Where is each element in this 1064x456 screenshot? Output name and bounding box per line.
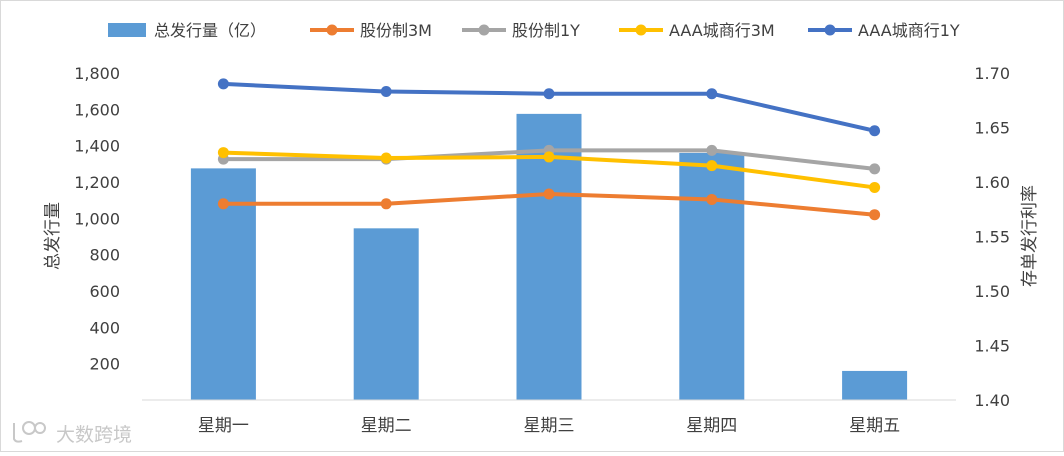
data-point: [380, 198, 392, 210]
left-axis-ticks: 200 400 600 800 1,000 1,200 1,400 1,600 1,800: [74, 64, 120, 374]
x-tick-label: 星期二: [361, 416, 412, 436]
line-series-4: [217, 78, 881, 137]
data-point: [543, 188, 555, 200]
data-point: [869, 163, 881, 175]
bar-5: [842, 370, 908, 400]
line-series-3: [217, 147, 881, 193]
data-point: [706, 144, 718, 156]
x-tick-label: 星期五: [849, 416, 900, 436]
right-tick-label: 1.65: [974, 119, 1010, 138]
data-point: [706, 193, 718, 205]
left-tick-label: 800: [89, 246, 120, 265]
right-tick-label: 1.50: [974, 282, 1010, 301]
legend: 总发行量（亿） 股份制3M 股份制1Y AAA城商行3M AAA城商行1Y: [108, 21, 960, 40]
data-point: [543, 151, 555, 163]
legend-item-5: AAA城商行1Y: [808, 21, 960, 40]
left-tick-label: 1,600: [74, 100, 120, 119]
left-tick-label: 600: [89, 282, 120, 301]
right-tick-label: 1.70: [974, 64, 1010, 83]
data-point: [869, 209, 881, 221]
bar-4: [679, 152, 745, 400]
legend-marker: [326, 24, 338, 36]
right-tick-label: 1.60: [974, 173, 1010, 192]
line-series-1: [217, 188, 881, 221]
bar-series: [190, 113, 908, 400]
data-point: [380, 152, 392, 164]
legend-marker: [824, 24, 836, 36]
left-tick-label: 400: [89, 318, 120, 337]
legend-item-3: 股份制1Y: [462, 21, 580, 40]
data-point: [869, 125, 881, 137]
legend-label: 股份制3M: [360, 21, 432, 40]
right-tick-label: 1.40: [974, 391, 1010, 410]
right-axis-ticks: 1.40 1.45 1.50 1.55 1.60 1.65 1.70: [974, 64, 1010, 410]
data-point: [869, 181, 881, 193]
watermark: 大数跨境: [13, 421, 132, 446]
data-point: [217, 147, 229, 159]
legend-label: 股份制1Y: [512, 21, 580, 40]
left-tick-label: 1,000: [74, 209, 120, 228]
right-tick-label: 1.55: [974, 228, 1010, 247]
data-point: [380, 86, 392, 98]
legend-item-2: 股份制3M: [310, 21, 432, 40]
right-tick-label: 1.45: [974, 337, 1010, 356]
left-tick-label: 200: [89, 355, 120, 374]
legend-label: AAA城商行1Y: [858, 21, 960, 40]
left-axis-title: 总发行量: [43, 202, 63, 270]
x-axis-labels: 星期一 星期二 星期三 星期四 星期五: [198, 416, 900, 436]
x-tick-label: 星期四: [686, 416, 737, 436]
left-tick-label: 1,800: [74, 64, 120, 83]
watermark-logo-icon: [13, 421, 46, 443]
legend-marker: [478, 24, 490, 36]
line-series: [217, 78, 881, 221]
data-point: [543, 88, 555, 100]
legend-label: 总发行量（亿）: [154, 21, 266, 40]
legend-marker: [635, 24, 647, 36]
data-point: [217, 78, 229, 90]
x-tick-label: 星期三: [524, 416, 575, 436]
left-tick-label: 1,200: [74, 173, 120, 192]
x-tick-label: 星期一: [198, 416, 249, 436]
legend-swatch: [108, 23, 146, 37]
right-axis-title: 存单发行利率: [1020, 185, 1040, 287]
watermark-text: 大数跨境: [56, 424, 132, 446]
data-point: [706, 160, 718, 172]
legend-label: AAA城商行3M: [669, 21, 775, 40]
data-point: [706, 88, 718, 100]
data-point: [217, 198, 229, 210]
bar-2: [353, 228, 419, 400]
legend-item-4: AAA城商行3M: [619, 21, 775, 40]
legend-item-1: 总发行量（亿）: [108, 21, 266, 40]
left-tick-label: 1,400: [74, 137, 120, 156]
